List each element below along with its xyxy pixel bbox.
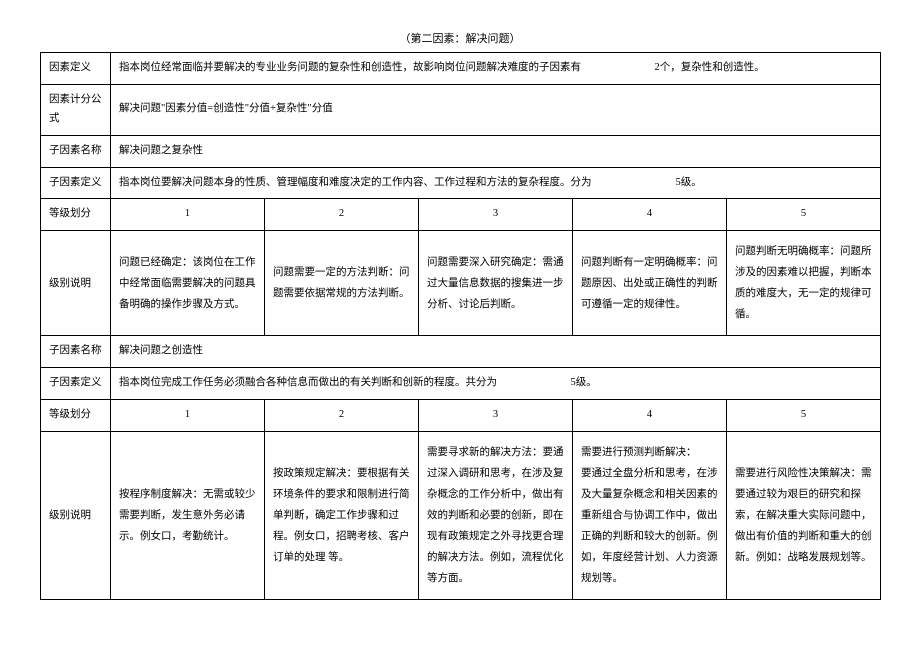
sub2-def-label: 子因素定义 [41,368,111,400]
level-5b: 5 [727,400,881,432]
doc-title: （第二因素：解决问题） [40,30,880,46]
sub1-level-3: 问题需要深入研究确定：需通过大量信息数据的搜集进一步分析、讨论后判断。 [419,231,573,336]
sub1-name-label: 子因素名称 [41,135,111,167]
formula-text: 解决问题"因素分值=创造性"分值+复杂性"分值 [111,84,881,135]
level-div-label-1: 等级划分 [41,199,111,231]
factor-def-text: 指本岗位经常面临并要解决的专业业务问题的复杂性和创造性，故影响岗位问题解决难度的… [111,53,881,85]
sub2-def-text: 指本岗位完成工作任务必须融合各种信息而做出的有关判断和创新的程度。共分为 5级。 [111,368,881,400]
level-desc-label-1: 级别说明 [41,231,111,336]
sub1-level-5: 问题判断无明确概率：问题所涉及的因素难以把握，判断本质的难度大，无一定的规律可循… [727,231,881,336]
sub1-level-4: 问题判断有一定明确概率：问题原因、出处或正确性的判断可遵循一定的规律性。 [573,231,727,336]
level-5: 5 [727,199,881,231]
level-div-label-2: 等级划分 [41,400,111,432]
sub1-name-text: 解决问题之复杂性 [111,135,881,167]
sub2-level-2: 按政策规定解决：要根据有关环境条件的要求和限制进行简单判断，确定工作步骤和过程。… [265,432,419,600]
level-2: 2 [265,199,419,231]
level-1: 1 [111,199,265,231]
level-3b: 3 [419,400,573,432]
level-1b: 1 [111,400,265,432]
sub1-def-text: 指本岗位要解决问题本身的性质、管理幅度和难度决定的工作内容、工作过程和方法的复杂… [111,167,881,199]
sub2-level-5: 需要进行风险性决策解决：需要通过较为艰巨的研究和探索，在解决重大实际问题中，做出… [727,432,881,600]
level-3: 3 [419,199,573,231]
formula-label: 因素计分公式 [41,84,111,135]
sub1-level-2: 问题需要一定的方法判断：问题需要依据常规的方法判断。 [265,231,419,336]
factor-table: 因素定义 指本岗位经常面临并要解决的专业业务问题的复杂性和创造性，故影响岗位问题… [40,52,881,600]
sub2-level-4: 需要进行预测判断解决： 要通过全盘分析和思考，在涉及大量复杂概念和相关因素的重新… [573,432,727,600]
factor-def-label: 因素定义 [41,53,111,85]
level-4: 4 [573,199,727,231]
sub1-level-1: 问题已经确定：该岗位在工作中经常面临需要解决的问题具备明确的操作步骤及方式。 [111,231,265,336]
sub2-name-label: 子因素名称 [41,336,111,368]
level-desc-label-2: 级别说明 [41,432,111,600]
level-4b: 4 [573,400,727,432]
sub2-level-1: 按程序制度解决：无需或较少需要判断，发生意外务必请示。例女口，考勤统计。 [111,432,265,600]
sub2-level-3: 需要寻求新的解决方法：要通过深入调研和思考，在涉及复杂概念的工作分析中，做出有效… [419,432,573,600]
sub1-def-label: 子因素定义 [41,167,111,199]
level-2b: 2 [265,400,419,432]
sub2-name-text: 解决问题之创造性 [111,336,881,368]
